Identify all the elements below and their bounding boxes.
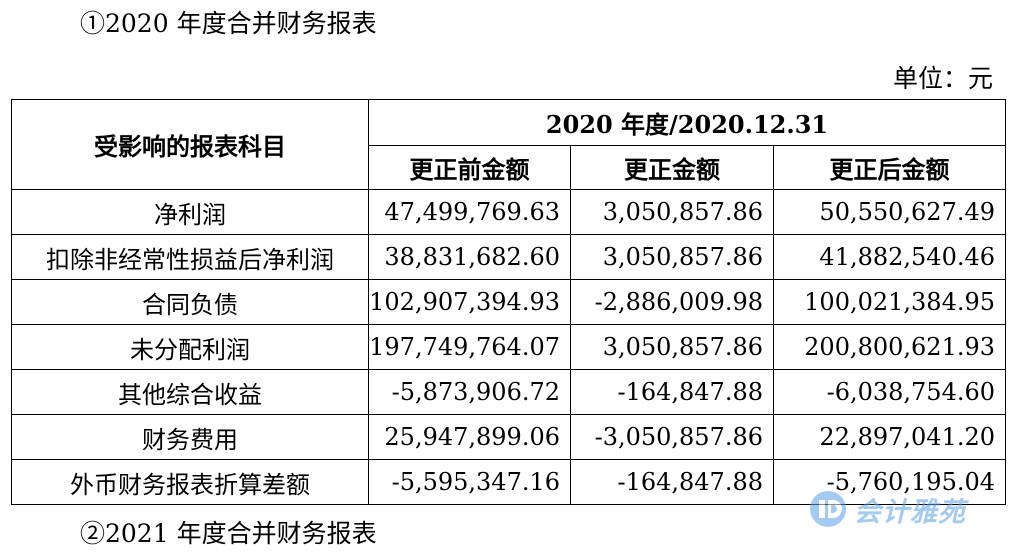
- table-row: 未分配利润 197,749,764.07 3,050,857.86 200,80…: [11, 324, 1007, 370]
- row-label: 财务费用: [11, 414, 369, 460]
- value-cell: 102,907,394.93: [368, 279, 571, 325]
- column-header-after: 更正后金额: [772, 145, 1007, 190]
- value-cell: 25,947,899.06: [368, 414, 571, 460]
- value-cell: 47,499,769.63: [368, 189, 571, 235]
- value-cell: 3,050,857.86: [570, 234, 774, 280]
- restatement-table: 受影响的报表科目 2020 年度/2020.12.31 更正前金额 更正金额 更…: [11, 99, 1007, 505]
- row-header-cell: 受影响的报表科目: [11, 99, 369, 190]
- value-cell: 200,800,621.93: [772, 324, 1007, 370]
- column-header-before: 更正前金额: [368, 145, 571, 190]
- value-cell: -5,873,906.72: [368, 369, 571, 415]
- row-label: 其他综合收益: [11, 369, 369, 415]
- table-row: 其他综合收益 -5,873,906.72 -164,847.88 -6,038,…: [11, 369, 1007, 415]
- row-label: 扣除非经常性损益后净利润: [11, 234, 369, 280]
- value-cell: -2,886,009.98: [570, 279, 774, 325]
- unit-label: 单位：元: [892, 64, 993, 93]
- table-row: 净利润 47,499,769.63 3,050,857.86 50,550,62…: [11, 189, 1007, 235]
- section-heading-2020: ①2020 年度合并财务报表: [80, 9, 377, 38]
- value-cell: 38,831,682.60: [368, 234, 571, 280]
- table-row: 合同负债 102,907,394.93 -2,886,009.98 100,02…: [11, 279, 1007, 325]
- table-row: 扣除非经常性损益后净利润 38,831,682.60 3,050,857.86 …: [11, 234, 1007, 280]
- column-header-correction: 更正金额: [570, 145, 774, 190]
- table-row: 外币财务报表折算差额 -5,595,347.16 -164,847.88 -5,…: [11, 459, 1007, 505]
- watermark-text: 会计雅苑: [854, 496, 966, 528]
- row-label: 外币财务报表折算差额: [11, 459, 369, 505]
- value-cell: -5,760,195.04: [772, 459, 1007, 505]
- row-label: 未分配利润: [11, 324, 369, 370]
- value-cell: -5,595,347.16: [368, 459, 571, 505]
- value-cell: -3,050,857.86: [570, 414, 774, 460]
- group-header-cell: 2020 年度/2020.12.31: [367, 99, 1007, 146]
- value-cell: 3,050,857.86: [570, 324, 774, 370]
- value-cell: 100,021,384.95: [772, 279, 1007, 325]
- value-cell: -164,847.88: [570, 459, 774, 505]
- value-cell: 3,050,857.86: [570, 189, 774, 235]
- value-cell: -6,038,754.60: [772, 369, 1007, 415]
- value-cell: 41,882,540.46: [772, 234, 1007, 280]
- row-label: 净利润: [11, 189, 369, 235]
- value-cell: 22,897,041.20: [772, 414, 1007, 460]
- table-row: 财务费用 25,947,899.06 -3,050,857.86 22,897,…: [11, 414, 1007, 460]
- value-cell: 197,749,764.07: [368, 324, 571, 370]
- row-label: 合同负债: [11, 279, 369, 325]
- watermark: 会计雅苑: [808, 485, 1008, 533]
- brand-logo-icon: [810, 491, 846, 527]
- value-cell: 50,550,627.49: [772, 189, 1007, 235]
- value-cell: -164,847.88: [570, 369, 774, 415]
- section-heading-2021: ②2021 年度合并财务报表: [80, 519, 377, 548]
